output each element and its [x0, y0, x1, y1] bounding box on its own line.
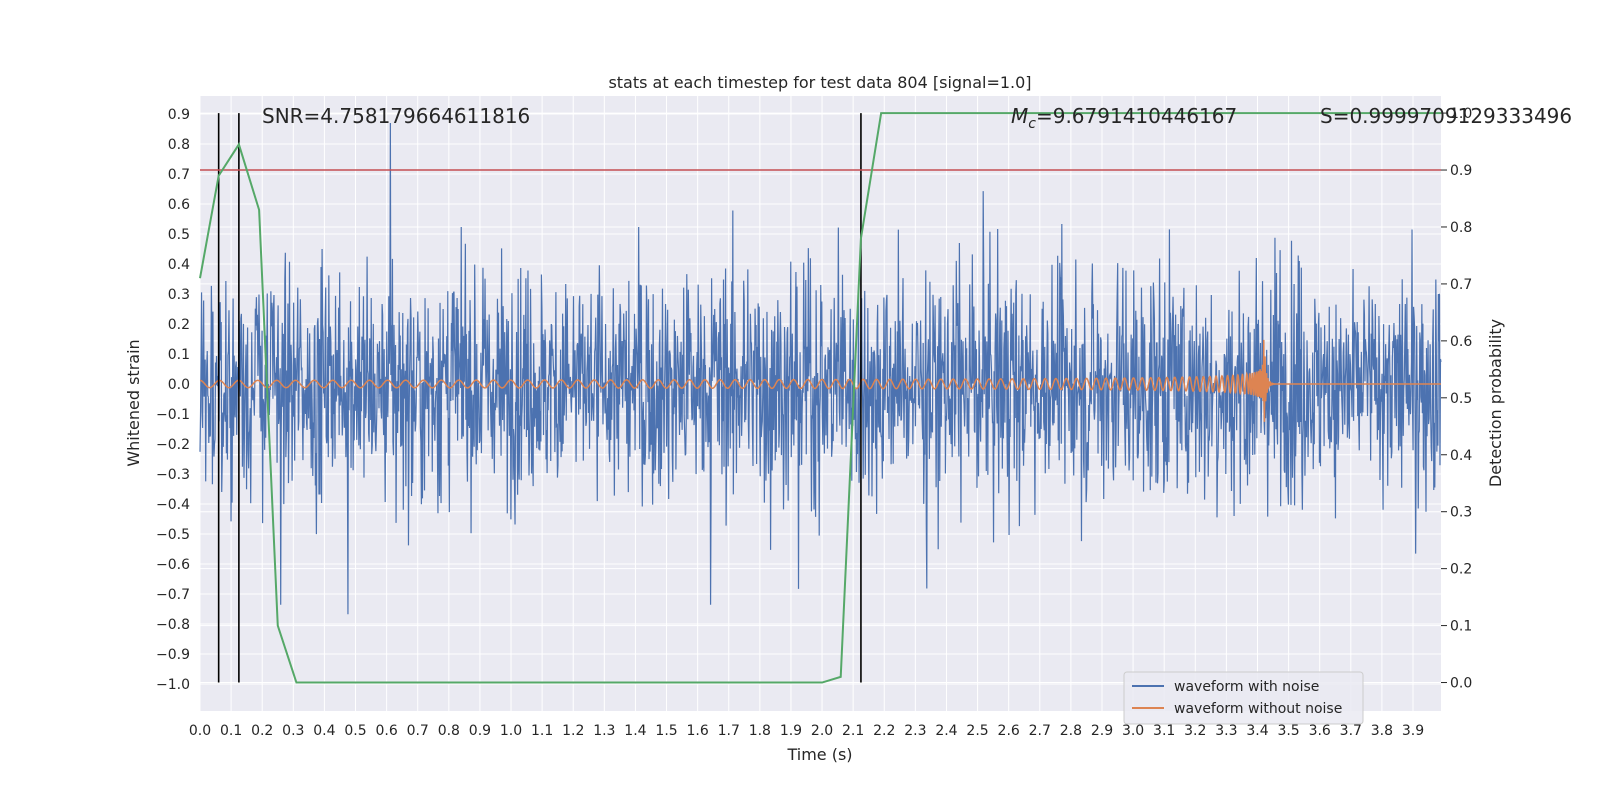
x-tick-label-13: 1.3 — [593, 723, 615, 739]
x-tick-label-27: 2.7 — [1029, 723, 1051, 739]
y-tick-label-3: −0.7 — [156, 587, 190, 603]
x-tick-labels: 0.0 0.1 0.2 0.3 0.4 0.5 0.6 0.7 0.8 0.9 1.0 1.1 1.2 1… — [189, 723, 1424, 739]
x-tick-label-21: 2.1 — [842, 723, 864, 739]
mc-value: =9.6791410446167 — [1036, 104, 1237, 128]
chart-title: stats at each timestep for test data 804… — [608, 73, 1031, 92]
x-tick-label-39: 3.9 — [1402, 723, 1424, 739]
y-tick-label-1: −0.9 — [156, 647, 190, 663]
y-tick-labels: −1.0 −0.9 −0.8 −0.7 −0.6 −0.5 −0.4 −0.3 −0.2 −0.1… — [156, 107, 190, 693]
x-tick-label-30: 3.0 — [1122, 723, 1144, 739]
y-tick-label-10: 0.0 — [168, 377, 190, 393]
y2-tick-label-2: 0.2 — [1450, 562, 1472, 578]
y2-tick-label-10: 1.0 — [1450, 106, 1472, 122]
legend-label-noise: waveform with noise — [1174, 679, 1319, 695]
x-tick-label-16: 1.6 — [687, 723, 709, 739]
x-tick-label-32: 3.2 — [1184, 723, 1206, 739]
y-tick-label-5: −0.5 — [156, 527, 190, 543]
x-tick-label-15: 1.5 — [655, 723, 677, 739]
y-tick-label-2: −0.8 — [156, 617, 190, 633]
y-tick-label-17: 0.7 — [168, 167, 190, 183]
x-tick-label-34: 3.4 — [1246, 723, 1268, 739]
y-tick-label-14: 0.4 — [168, 257, 190, 273]
y-tick-label-16: 0.6 — [168, 197, 190, 213]
y-tick-label-15: 0.5 — [168, 227, 190, 243]
x-tick-label-31: 3.1 — [1153, 723, 1175, 739]
x-tick-label-3: 0.3 — [282, 723, 304, 739]
x-tick-label-35: 3.5 — [1277, 723, 1299, 739]
y-tick-label-19: 0.9 — [168, 107, 190, 123]
x-tick-label-11: 1.1 — [531, 723, 553, 739]
x-tick-label-28: 2.8 — [1060, 723, 1082, 739]
x-tick-label-1: 0.1 — [220, 723, 242, 739]
x-tick-label-12: 1.2 — [562, 723, 584, 739]
x-tick-label-2: 0.2 — [251, 723, 273, 739]
x-tick-label-36: 3.6 — [1309, 723, 1331, 739]
y-tick-label-11: 0.1 — [168, 347, 190, 363]
x-tick-label-22: 2.2 — [873, 723, 895, 739]
mc-annotation: Mc=9.6791410446167 — [1011, 104, 1237, 132]
snr-annotation: SNR=4.758179664611816 — [262, 104, 530, 128]
clean-waveform-line — [199, 339, 1441, 422]
x-tick-label-37: 3.7 — [1340, 723, 1362, 739]
y2-axis-label: Detection probability — [1486, 319, 1505, 487]
x-tick-label-14: 1.4 — [624, 723, 646, 739]
y2-tick-label-3: 0.3 — [1450, 505, 1472, 521]
y-tick-label-13: 0.3 — [168, 287, 190, 303]
y2-tick-label-0: 0.0 — [1450, 676, 1472, 692]
y-tick-label-12: 0.2 — [168, 317, 190, 333]
mc-subscript: c — [1028, 116, 1036, 132]
y-tick-label-8: −0.2 — [156, 437, 190, 453]
mc-symbol: M — [1011, 104, 1028, 128]
y2-tick-labels: 0.0 0.1 0.2 0.3 0.4 0.5 0.6 0.7 0.8 0.9 1.0 — [1441, 106, 1472, 692]
x-tick-label-25: 2.5 — [966, 723, 988, 739]
y-tick-label-9: −0.1 — [156, 407, 190, 423]
y2-tick-label-4: 0.4 — [1450, 448, 1472, 464]
y-tick-label-0: −1.0 — [156, 677, 190, 693]
y-tick-label-6: −0.4 — [156, 497, 190, 513]
x-tick-label-4: 0.4 — [313, 723, 335, 739]
y2-tick-label-6: 0.6 — [1450, 334, 1472, 350]
series-waveform-with-noise — [199, 122, 1442, 615]
y2-tick-label-5: 0.5 — [1450, 391, 1472, 407]
x-tick-label-0: 0.0 — [189, 723, 211, 739]
x-tick-label-9: 0.9 — [469, 723, 491, 739]
x-tick-label-6: 0.6 — [375, 723, 397, 739]
vertical-markers — [217, 113, 862, 683]
series-waveform-without-noise — [199, 339, 1441, 422]
x-tick-label-17: 1.7 — [718, 723, 740, 739]
s-annotation: S=0.9999709129333496 — [1320, 104, 1572, 128]
x-tick-label-20: 2.0 — [811, 723, 833, 739]
x-tick-label-38: 3.8 — [1371, 723, 1393, 739]
y-tick-label-18: 0.8 — [168, 137, 190, 153]
y2-tick-label-8: 0.8 — [1450, 220, 1472, 236]
legend-label-clean: waveform without noise — [1174, 701, 1342, 717]
x-tick-label-24: 2.4 — [935, 723, 957, 739]
y-tick-label-7: −0.3 — [156, 467, 190, 483]
x-tick-label-7: 0.7 — [407, 723, 429, 739]
x-tick-label-26: 2.6 — [998, 723, 1020, 739]
legend: waveform with noise waveform without noi… — [1123, 671, 1364, 725]
x-tick-label-19: 1.9 — [780, 723, 802, 739]
x-tick-label-33: 3.3 — [1215, 723, 1237, 739]
x-tick-label-29: 2.9 — [1091, 723, 1113, 739]
x-tick-label-5: 0.5 — [344, 723, 366, 739]
y2-tick-label-1: 0.1 — [1450, 619, 1472, 635]
y2-tick-label-7: 0.7 — [1450, 277, 1472, 293]
noise-waveform-line — [199, 122, 1442, 615]
x-tick-label-23: 2.3 — [904, 723, 926, 739]
x-tick-label-8: 0.8 — [438, 723, 460, 739]
y-tick-label-4: −0.6 — [156, 557, 190, 573]
series-detection-probability — [199, 112, 1442, 684]
y2-tick-label-9: 0.9 — [1450, 163, 1472, 179]
x-axis-label: Time (s) — [786, 745, 852, 764]
legend-box — [1123, 671, 1364, 725]
x-tick-label-10: 1.0 — [500, 723, 522, 739]
y-axis-label: Whitened strain — [124, 339, 143, 466]
x-tick-label-18: 1.8 — [749, 723, 771, 739]
